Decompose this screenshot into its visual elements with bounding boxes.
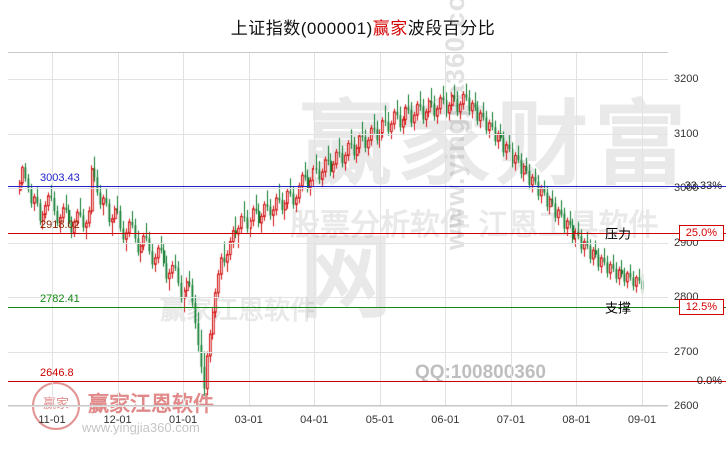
price-series-canvas xyxy=(8,52,668,406)
x-axis-tick: 08-01 xyxy=(562,414,591,426)
level-value-label: 2646.8 xyxy=(40,366,74,379)
gridline-horizontal xyxy=(8,242,668,244)
level-value-label: 2918.02 xyxy=(40,218,80,231)
title-main: 上证指数(000001) xyxy=(230,19,373,38)
plot-border-bottom xyxy=(8,405,668,406)
watermark-small-url: www.yingjia360.com xyxy=(82,420,200,435)
x-axis-tick: 04-01 xyxy=(300,414,329,426)
level-percent-box: 12.5% xyxy=(678,298,724,315)
y-axis-tick: 2700 xyxy=(674,345,699,358)
gridline-vertical xyxy=(510,52,512,406)
gridline-vertical xyxy=(117,52,119,406)
level-line-33.33% xyxy=(8,186,726,188)
plot-area xyxy=(8,52,668,407)
y-axis-tick: 3000 xyxy=(674,182,699,195)
title-brand: 赢家 xyxy=(372,19,408,38)
gridline-horizontal xyxy=(8,133,668,135)
x-axis-tick: 05-01 xyxy=(365,414,394,426)
level-value-label: 3003.43 xyxy=(40,172,80,185)
gridline-horizontal xyxy=(8,406,668,407)
x-axis-tick: 11-01 xyxy=(38,414,66,426)
gridline-vertical xyxy=(642,52,643,406)
level-tag-support: 支撑 xyxy=(605,300,632,316)
x-axis-tick: 12-01 xyxy=(103,414,132,426)
y-axis-tick: 3200 xyxy=(674,73,699,86)
gridline-vertical xyxy=(183,52,185,406)
level-percent-label: 33.33% xyxy=(684,180,722,193)
level-tag-pressure: 压力 xyxy=(605,226,632,242)
gridline-vertical xyxy=(379,52,381,406)
x-axis-tick: 06-01 xyxy=(431,414,460,426)
gridline-horizontal xyxy=(8,79,668,81)
x-axis: 11-01 12-01 01-01 03-01 04-01 05-01 06-01 07-01… xyxy=(0,408,726,438)
gridline-vertical xyxy=(52,52,53,406)
title-tail: 波段百分比 xyxy=(407,19,496,38)
y-axis-tick: 3100 xyxy=(674,127,699,140)
gridline-vertical xyxy=(248,52,250,406)
gridline-horizontal xyxy=(8,297,668,299)
y-axis-tick: 2600 xyxy=(674,400,699,412)
level-percent-box: 25.0% xyxy=(678,224,724,241)
x-axis-tick: 03-01 xyxy=(234,414,263,426)
x-axis-tick: 09-01 xyxy=(627,414,657,426)
x-axis-tick: 01-01 xyxy=(169,414,198,426)
plot-border-top xyxy=(8,52,668,53)
gridline-vertical xyxy=(576,52,578,406)
gridline-horizontal xyxy=(8,188,668,190)
chart-title: 上证指数(000001)赢家波段百分比 xyxy=(0,14,726,39)
x-axis-tick: 07-01 xyxy=(496,414,525,426)
level-value-label: 2782.41 xyxy=(40,292,80,305)
level-line-12.5% xyxy=(8,306,726,308)
level-percent-label: 0.0% xyxy=(696,374,722,387)
gridline-horizontal xyxy=(8,351,668,353)
level-line-0.0% xyxy=(8,380,726,382)
level-line-25.0% xyxy=(8,232,726,234)
gridline-vertical xyxy=(445,52,447,406)
gridline-vertical xyxy=(314,52,316,406)
